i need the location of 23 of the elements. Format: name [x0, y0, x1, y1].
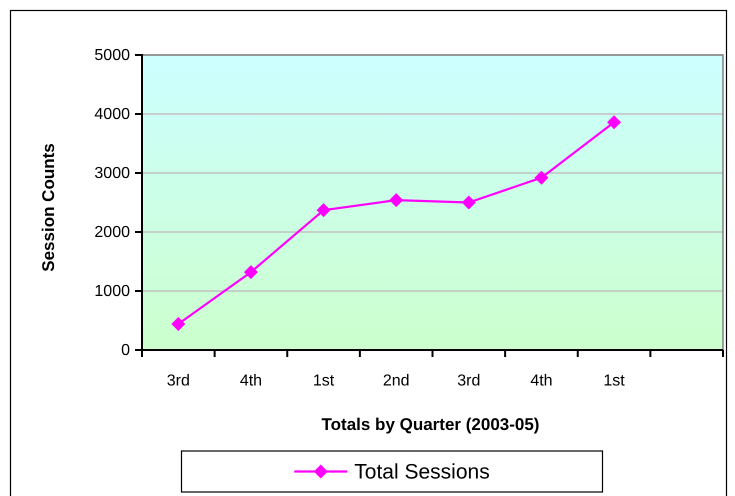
point: [316, 203, 331, 218]
x-tick-label: 3rd: [457, 372, 480, 390]
y-axis-title: Session Counts: [39, 143, 58, 272]
y-tick-label: 3000: [94, 165, 130, 182]
y-tick-label: 4000: [94, 106, 130, 124]
y-tick-label: 1000: [94, 283, 130, 300]
y-tick-label: 2000: [94, 224, 130, 242]
x-tick-label: 2nd: [382, 372, 410, 390]
x-tick-label: 1st: [603, 372, 626, 390]
x-tick-label: 4th: [240, 372, 262, 390]
y-tick-label: 5000: [94, 47, 130, 64]
point: [171, 317, 186, 332]
point: [462, 196, 476, 210]
x-tick-label: 1st: [312, 372, 335, 390]
x-tick-label: 3rd: [166, 372, 190, 390]
point: [534, 170, 548, 185]
point: [244, 265, 258, 280]
x-tick-label: 4th: [530, 372, 553, 390]
x-axis-title: Totals by Quarter (2003-05): [322, 415, 540, 434]
legend-label: Total Sessions: [354, 460, 490, 484]
y-tick-label: 0: [121, 342, 130, 360]
point: [389, 193, 404, 208]
point: [607, 115, 622, 130]
